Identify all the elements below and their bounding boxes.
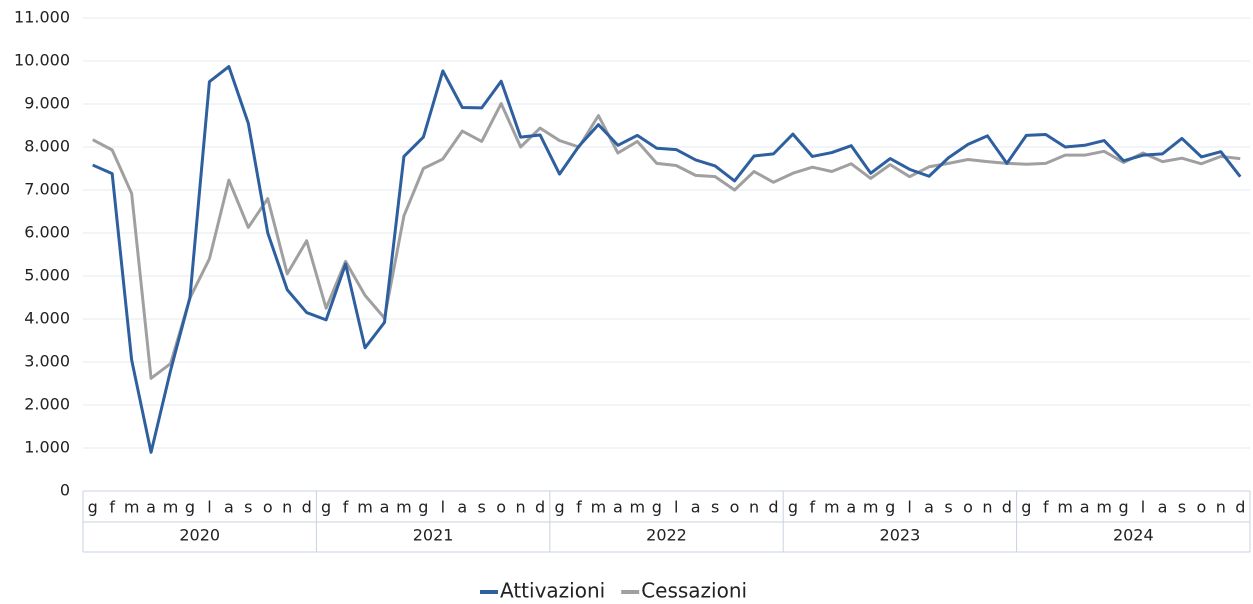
x-tick-label: g — [554, 498, 564, 517]
y-tick-label: 1.000 — [24, 438, 70, 457]
x-tick-label: l — [1141, 498, 1145, 517]
x-tick-label: a — [691, 498, 701, 517]
x-tick-label: n — [1216, 498, 1226, 517]
x-tick-label: m — [396, 498, 412, 517]
x-tick-label: g — [418, 498, 428, 517]
x-group-label: 2021 — [413, 526, 454, 545]
x-group-label: 2023 — [880, 526, 921, 545]
x-group-label: 2022 — [646, 526, 687, 545]
x-group-label: 2024 — [1113, 526, 1154, 545]
x-tick-label: l — [907, 498, 911, 517]
x-tick-label: a — [380, 498, 390, 517]
x-tick-label: o — [263, 498, 273, 517]
x-tick-label: a — [846, 498, 856, 517]
x-tick-label: g — [321, 498, 331, 517]
x-tick-label: m — [630, 498, 646, 517]
series-line — [92, 102, 1241, 380]
x-tick-label: l — [207, 498, 211, 517]
y-tick-label: 10.000 — [14, 51, 70, 70]
y-tick-label: 3.000 — [24, 352, 70, 371]
x-tick-label: g — [652, 498, 662, 517]
x-tick-label: a — [924, 498, 934, 517]
x-tick-label: d — [535, 498, 545, 517]
x-tick-label: s — [478, 498, 486, 517]
x-tick-label: o — [1196, 498, 1206, 517]
x-tick-label: a — [613, 498, 623, 517]
legend-label: Attivazioni — [500, 579, 605, 603]
x-tick-label: s — [244, 498, 252, 517]
x-tick-label: o — [496, 498, 506, 517]
x-tick-label: m — [1057, 498, 1073, 517]
x-tick-label: s — [1178, 498, 1186, 517]
x-tick-label: a — [1080, 498, 1090, 517]
x-tick-label: g — [88, 498, 98, 517]
y-tick-label: 4.000 — [24, 309, 70, 328]
x-tick-label: n — [282, 498, 292, 517]
x-tick-label: g — [1021, 498, 1031, 517]
x-tick-label: a — [457, 498, 467, 517]
y-tick-label: 7.000 — [24, 180, 70, 199]
x-tick-label: f — [1043, 498, 1049, 517]
x-tick-label: f — [576, 498, 582, 517]
y-tick-label: 8.000 — [24, 137, 70, 156]
x-tick-label: m — [824, 498, 840, 517]
x-tick-label: d — [302, 498, 312, 517]
legend-label: Cessazioni — [641, 579, 747, 603]
x-tick-label: n — [982, 498, 992, 517]
x-tick-label: g — [1118, 498, 1128, 517]
x-tick-label: l — [674, 498, 678, 517]
y-tick-label: 0 — [60, 481, 70, 500]
x-tick-label: a — [146, 498, 156, 517]
x-tick-label: a — [224, 498, 234, 517]
x-tick-label: m — [863, 498, 879, 517]
x-tick-label: n — [749, 498, 759, 517]
x-tick-label: d — [1235, 498, 1245, 517]
x-tick-label: s — [944, 498, 952, 517]
x-tick-label: f — [343, 498, 349, 517]
x-tick-label: o — [963, 498, 973, 517]
x-tick-label: m — [124, 498, 140, 517]
x-tick-label: l — [441, 498, 445, 517]
x-tick-label: m — [163, 498, 179, 517]
y-tick-label: 6.000 — [24, 223, 70, 242]
y-tick-label: 9.000 — [24, 94, 70, 113]
x-tick-label: m — [1096, 498, 1112, 517]
x-group-label: 2020 — [179, 526, 220, 545]
y-tick-label: 5.000 — [24, 266, 70, 285]
x-tick-label: o — [730, 498, 740, 517]
x-tick-label: d — [768, 498, 778, 517]
x-tick-label: d — [1002, 498, 1012, 517]
x-tick-label: a — [1158, 498, 1168, 517]
series-line — [92, 65, 1242, 454]
x-tick-label: f — [810, 498, 816, 517]
x-tick-label: s — [711, 498, 719, 517]
x-tick-label: g — [885, 498, 895, 517]
x-tick-label: m — [357, 498, 373, 517]
x-tick-label: n — [516, 498, 526, 517]
y-tick-label: 11.000 — [14, 8, 70, 27]
x-tick-label: g — [185, 498, 195, 517]
x-tick-label: f — [109, 498, 115, 517]
x-tick-label: g — [788, 498, 798, 517]
x-tick-label: m — [591, 498, 607, 517]
y-tick-label: 2.000 — [24, 395, 70, 414]
